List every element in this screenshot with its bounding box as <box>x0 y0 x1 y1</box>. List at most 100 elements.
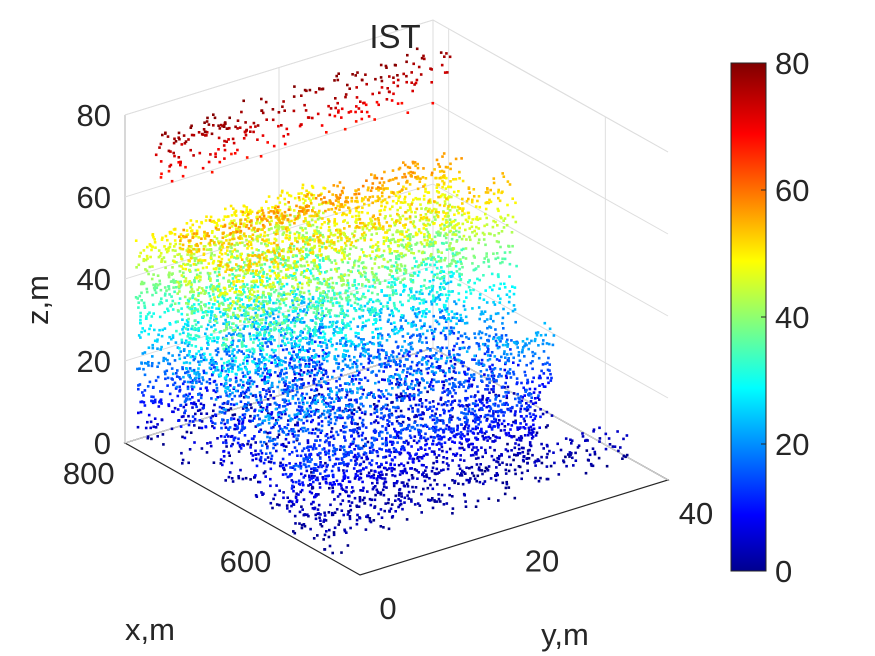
point-tree-row-3 <box>465 335 468 339</box>
point-tree-row-2 <box>277 218 280 221</box>
point-tree-row-2 <box>293 289 296 293</box>
point-tree-row-2 <box>271 287 275 290</box>
point-tree-row-1 <box>291 299 294 302</box>
point-ground-scatter <box>568 455 571 458</box>
point-tree-row-1 <box>271 312 275 316</box>
point-tree-row-2 <box>435 231 438 234</box>
point-tree-row-2 <box>445 218 448 222</box>
point-tree-row-2 <box>308 337 312 340</box>
point-tree-row-3 <box>369 413 373 416</box>
point-tree-row-3 <box>455 223 459 226</box>
point-tree-row-2 <box>386 403 389 407</box>
point-tree-row-3 <box>335 270 339 273</box>
point-shrub-row-1 <box>456 424 459 428</box>
point-tree-row-3 <box>441 386 445 390</box>
point-shrub-row-1 <box>460 383 463 386</box>
point-tree-row-2 <box>329 233 333 236</box>
point-tree-row-2 <box>430 303 434 306</box>
point-tree-row-2 <box>265 273 269 276</box>
point-canopy-top-1 <box>423 57 426 61</box>
point-tree-row-2 <box>296 335 299 339</box>
point-tree-row-1 <box>300 301 303 305</box>
point-tree-row-3 <box>425 216 429 219</box>
point-tree-row-3 <box>501 190 504 194</box>
point-tree-row-3 <box>448 247 452 250</box>
point-tree-row-1 <box>170 295 173 298</box>
point-tree-row-2 <box>287 326 290 330</box>
point-tree-row-1 <box>269 258 273 261</box>
point-tree-row-2 <box>382 187 386 190</box>
point-tree-row-1 <box>185 222 189 225</box>
point-tree-row-2 <box>316 253 320 257</box>
point-tree-row-3 <box>457 298 461 302</box>
point-tree-row-1 <box>212 366 216 369</box>
point-shrub-row-1 <box>534 401 538 405</box>
point-tree-row-1 <box>194 402 197 406</box>
point-tree-row-1 <box>309 199 312 202</box>
point-tree-row-2 <box>333 291 336 295</box>
point-shrub-row-2 <box>522 446 525 450</box>
point-tree-row-3 <box>365 254 368 258</box>
point-tree-row-2 <box>404 187 408 190</box>
point-tree-row-3 <box>400 255 404 259</box>
point-tree-row-3 <box>489 367 492 371</box>
point-tree-row-3 <box>472 188 476 191</box>
point-tree-row-1 <box>152 235 155 239</box>
point-shrub-row-1 <box>507 357 510 360</box>
point-tree-row-2 <box>355 209 358 213</box>
point-tree-row-2 <box>238 339 241 342</box>
point-tree-row-2 <box>354 335 358 338</box>
point-canopy-top-1 <box>187 138 190 141</box>
point-shrub-row-1 <box>548 363 551 366</box>
point-tree-row-3 <box>364 266 368 270</box>
point-tree-row-1 <box>230 333 233 337</box>
point-tree-row-2 <box>385 201 389 205</box>
point-tree-row-1 <box>198 408 202 412</box>
point-tree-row-2 <box>395 255 398 258</box>
point-tree-row-1 <box>152 283 155 287</box>
point-tree-row-3 <box>410 203 413 206</box>
point-tree-row-3 <box>337 365 340 369</box>
point-ground-scatter <box>622 437 625 441</box>
point-tree-row-2 <box>357 264 361 268</box>
point-tree-row-1 <box>190 402 193 405</box>
point-tree-row-2 <box>379 302 383 305</box>
point-tree-row-2 <box>280 412 284 416</box>
point-tree-row-2 <box>272 396 275 400</box>
point-shrub-row-1 <box>526 378 529 382</box>
point-tree-row-1 <box>259 405 263 409</box>
point-tree-row-3 <box>354 309 358 313</box>
point-shrub-row-1 <box>539 408 542 411</box>
point-tree-row-2 <box>398 381 401 385</box>
point-tree-row-2 <box>418 290 422 294</box>
point-tree-row-3 <box>415 328 419 331</box>
point-tree-row-2 <box>291 367 295 371</box>
point-tree-row-3 <box>457 283 460 286</box>
point-tree-row-3 <box>391 355 395 359</box>
point-shrub-row-1 <box>458 399 461 403</box>
point-tree-row-3 <box>502 307 505 311</box>
point-tree-row-2 <box>427 257 430 260</box>
point-tree-row-2 <box>371 285 374 288</box>
point-tree-row-2 <box>300 321 304 324</box>
point-tree-row-1 <box>153 398 157 402</box>
point-tree-row-3 <box>399 378 403 381</box>
point-tree-row-2 <box>407 203 410 206</box>
point-canopy-top-2 <box>301 210 305 213</box>
point-shrub-row-1 <box>486 354 490 357</box>
point-tree-row-1 <box>322 211 325 215</box>
point-tree-row-2 <box>280 369 283 373</box>
point-tree-row-1 <box>300 226 304 230</box>
point-tree-row-3 <box>393 321 396 324</box>
point-tree-row-1 <box>170 367 174 370</box>
point-tree-row-1 <box>300 295 303 298</box>
point-tree-row-3 <box>483 343 487 347</box>
point-tree-row-3 <box>428 236 431 239</box>
point-tree-row-2 <box>442 383 446 387</box>
point-tree-row-1 <box>211 424 214 428</box>
point-tree-row-3 <box>343 355 346 359</box>
point-tree-row-2 <box>277 433 281 436</box>
point-tree-row-1 <box>154 426 158 429</box>
point-tree-row-2 <box>327 325 331 329</box>
point-shrub-row-2 <box>519 395 523 398</box>
